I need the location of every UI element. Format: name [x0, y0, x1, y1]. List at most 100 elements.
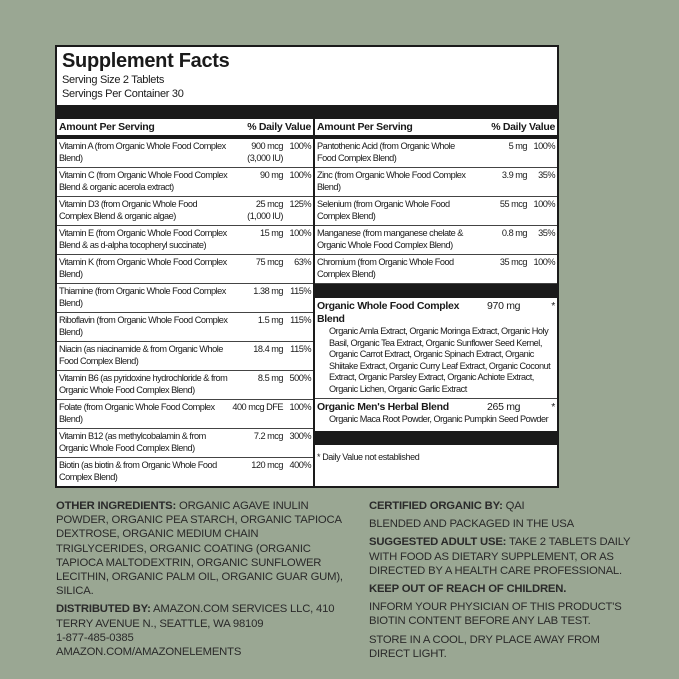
blend-header: Organic Whole Food Complex Blend 970 mg *: [317, 300, 555, 326]
nutrient-amount: 18.4 mg: [253, 344, 283, 354]
distributed-by-text: AMAZON.COM SERVICES LLC, 410 TERRY AVENU…: [56, 603, 335, 630]
nutrient-dv: 35%: [538, 170, 555, 180]
nutrient-amount: 7.2 mcg: [253, 431, 284, 441]
blend-header: Organic Men's Herbal Blend 265 mg *: [317, 401, 555, 414]
nutrient-name: Riboflavin (from Organic Whole Food Comp…: [59, 315, 228, 337]
nutrient-dv: 100%: [533, 199, 556, 209]
nutrient-amount: 0.8 mg: [501, 228, 528, 238]
nutrient-row: Thiamine (from Organic Whole Food Comple…: [57, 284, 313, 313]
nutrient-row: Manganese (from manganese chelate & Orga…: [315, 226, 557, 255]
nutrient-row: Folate (from Organic Whole Food Complex …: [57, 400, 313, 429]
nutrient-dv: 100%: [533, 257, 556, 267]
nutrient-dv: 100%: [289, 170, 312, 180]
nutrient-name: Thiamine (from Organic Whole Food Comple…: [59, 286, 226, 308]
nutrient-amount: 5 mg: [508, 141, 528, 151]
nutrient-name: Selenium (from Organic Whole Food Comple…: [317, 199, 450, 221]
blend-amount: 970 mg: [487, 300, 521, 312]
blend-name: Organic Whole Food Complex Blend: [317, 300, 460, 325]
nutrient-row: Vitamin C (from Organic Whole Food Compl…: [57, 168, 313, 197]
suggested-use-text: TAKE 2 TABLETS DAILY WITH FOOD AS DIETAR…: [369, 536, 631, 577]
nutrient-dv: 400%: [289, 460, 312, 470]
blended-packaged: BLENDED AND PACKAGED IN THE USA: [369, 518, 574, 531]
amount-header: Amount Per Serving: [59, 121, 155, 133]
certifier: QAI: [502, 500, 525, 512]
servings-per-container: Servings Per Container 30: [62, 88, 184, 100]
right-column: Amount Per Serving % Daily Value Pantoth…: [315, 119, 557, 486]
divider-bar: [57, 105, 557, 119]
left-bottom-text: OTHER INGREDIENTS: ORGANIC AGAVE INULIN …: [56, 499, 346, 665]
nutrient-amount: 1.38 mg: [253, 286, 283, 296]
nutrient-amount: 400 mcg DFE: [232, 402, 283, 412]
nutrient-dv: 115%: [290, 315, 311, 325]
amount-header: Amount Per Serving: [317, 121, 413, 133]
nutrient-name: Vitamin A (from Organic Whole Food Compl…: [59, 141, 226, 163]
blend-list: Organic Whole Food Complex Blend 970 mg * O…: [315, 298, 557, 429]
nutrient-dv: 125%: [289, 199, 312, 209]
phone-number: 1-877-485-0385: [56, 631, 134, 644]
suggested-use: SUGGESTED ADULT USE: TAKE 2 TABLETS DAIL…: [369, 535, 639, 578]
physician-warning: INFORM YOUR PHYSICIAN OF THIS PRODUCT'S …: [369, 601, 622, 628]
other-ingredients-text: ORGANIC AGAVE INULIN POWDER, ORGANIC PEA…: [56, 500, 343, 598]
nutrient-row: Vitamin B12 (as methylcobalamin & from O…: [57, 429, 313, 458]
nutrient-row: Niacin (as niacinamide & from Organic Wh…: [57, 342, 313, 371]
nutrient-amount: 15 mg: [259, 228, 284, 238]
divider-bar: [315, 284, 557, 298]
nutrient-dv: 500%: [289, 373, 312, 383]
nutrient-name: Manganese (from manganese chelate & Orga…: [317, 228, 463, 250]
nutrient-row: Biotin (as biotin & from Organic Whole F…: [57, 458, 313, 486]
nutrient-dv: 100%: [289, 402, 312, 412]
distributed-by-label: DISTRIBUTED BY:: [56, 603, 151, 616]
blend-ingredients: Organic Amla Extract, Organic Moringa Ex…: [329, 326, 551, 394]
nutrient-amount: 3.9 mg: [501, 170, 528, 180]
nutrient-name: Vitamin C (from Organic Whole Food Compl…: [59, 170, 228, 192]
distributed-by: DISTRIBUTED BY: AMAZON.COM SERVICES LLC,…: [56, 602, 346, 659]
nutrient-name: Chromium (from Organic Whole Food Comple…: [317, 257, 454, 279]
nutrient-row: Chromium (from Organic Whole Food Comple…: [315, 255, 557, 284]
certified-label: CERTIFIED ORGANIC BY:: [369, 500, 503, 512]
blend-item: Organic Whole Food Complex Blend 970 mg * O…: [315, 298, 557, 399]
nutrient-row: Pantothenic Acid (from Organic Whole Foo…: [315, 139, 557, 168]
nutrient-dv: 100%: [289, 141, 312, 151]
right-nutrient-list: Pantothenic Acid (from Organic Whole Foo…: [315, 139, 557, 284]
serving-size: Serving Size 2 Tablets: [62, 74, 165, 86]
nutrient-amount: 90 mg: [259, 170, 284, 180]
nutrient-name: Vitamin B6 (as pyridoxine hydrochloride …: [59, 373, 228, 395]
bottom-text: OTHER INGREDIENTS: ORGANIC AGAVE INULIN …: [56, 499, 646, 665]
blend-amount: 265 mg: [487, 401, 521, 413]
keep-out-warning: KEEP OUT OF REACH OF CHILDREN.: [369, 583, 567, 596]
nutrient-row: Vitamin E (from Organic Whole Food Compl…: [57, 226, 313, 255]
nutrient-row: Vitamin K (from Organic Whole Food Compl…: [57, 255, 313, 284]
nutrient-amount: 55 mcg: [499, 199, 528, 209]
blend-dv: *: [551, 401, 555, 413]
nutrient-amount: 25 mcg (1,000 IU): [247, 199, 283, 221]
storage-instructions: STORE IN A COOL, DRY PLACE AWAY FROM DIR…: [369, 633, 600, 660]
nutrient-row: Vitamin B6 (as pyridoxine hydrochloride …: [57, 371, 313, 400]
nutrient-dv: 100%: [289, 228, 312, 238]
nutrient-name: Niacin (as niacinamide & from Organic Wh…: [59, 344, 223, 366]
blend-item: Organic Men's Herbal Blend 265 mg * Organic…: [315, 399, 557, 429]
nutrient-dv: 300%: [289, 431, 312, 441]
other-ingredients-label: OTHER INGREDIENTS:: [56, 500, 177, 512]
nutrient-amount: 900 mcg (3,000 IU): [247, 141, 283, 163]
dv-header: % Daily Value: [247, 121, 311, 133]
nutrient-row: Vitamin D3 (from Organic Whole Food Comp…: [57, 197, 313, 226]
right-header: Amount Per Serving % Daily Value: [315, 119, 557, 139]
footnote: * Daily Value not established: [317, 451, 420, 462]
nutrient-name: Pantothenic Acid (from Organic Whole Foo…: [317, 141, 455, 163]
website: AMAZON.COM/AMAZONELEMENTS: [56, 646, 242, 659]
nutrient-name: Zinc (from Organic Whole Food Complex Bl…: [317, 170, 466, 192]
dv-header: % Daily Value: [491, 121, 555, 133]
nutrient-name: Vitamin B12 (as methylcobalamin & from O…: [59, 431, 206, 453]
blend-name: Organic Men's Herbal Blend: [317, 401, 449, 413]
nutrient-dv: 63%: [294, 257, 311, 267]
supplement-facts-panel: Supplement Facts Serving Size 2 Tablets …: [55, 45, 559, 488]
certified-organic: CERTIFIED ORGANIC BY: QAI: [369, 499, 639, 513]
nutrient-amount: 1.5 mg: [257, 315, 284, 325]
suggested-use-label: SUGGESTED ADULT USE:: [369, 536, 507, 549]
panel-title: Supplement Facts: [62, 50, 230, 72]
nutrient-row: Zinc (from Organic Whole Food Complex Bl…: [315, 168, 557, 197]
nutrient-name: Vitamin E (from Organic Whole Food Compl…: [59, 228, 227, 250]
blend-ingredients: Organic Maca Root Powder, Organic Pumpki…: [329, 414, 549, 424]
nutrient-dv: 115%: [290, 286, 311, 296]
